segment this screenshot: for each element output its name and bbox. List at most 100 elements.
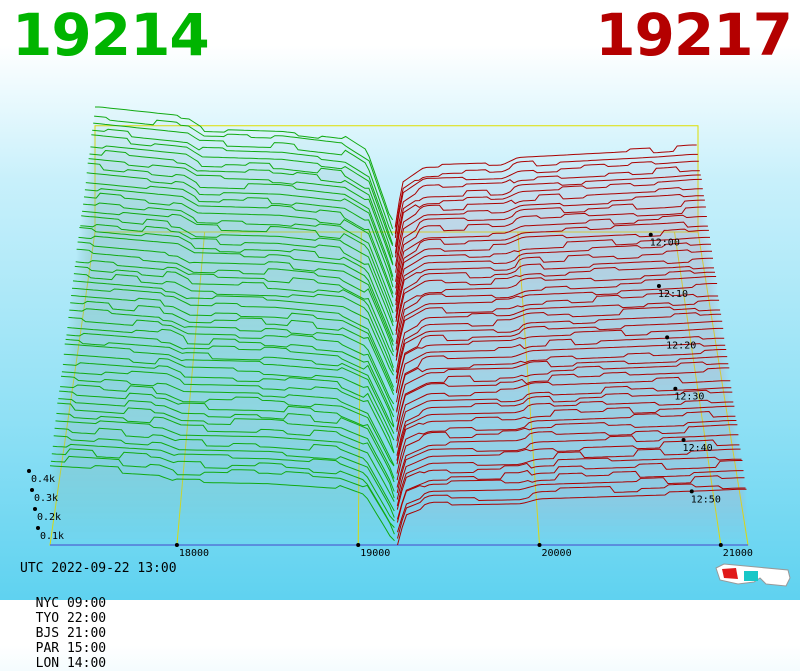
- time-tick-mark: [689, 489, 694, 494]
- bid-depth-line: [77, 241, 394, 346]
- ask-depth-line: [395, 249, 712, 322]
- bid-depth-line: [49, 465, 395, 542]
- x-tick-label: 20000: [542, 548, 572, 559]
- time-tick-label: 12:10: [658, 289, 688, 300]
- world-clocks: NYC 09:00 TYO 22:00 BJS 21:00 PAR 15:00 …: [20, 581, 128, 671]
- ask-depth-line: [395, 320, 723, 392]
- ask-depth-line: [396, 361, 729, 431]
- time-tick-label: 12:00: [650, 238, 680, 249]
- ask-depth-line: [396, 470, 744, 523]
- bid-depth-line: [78, 235, 394, 342]
- ask-depth-line: [396, 399, 734, 461]
- ask-depth-line: [395, 187, 703, 267]
- bid-depth-line: [67, 327, 395, 418]
- ask-depth-line: [395, 292, 719, 361]
- clock-lon: LON 14:00: [35, 656, 107, 671]
- time-tick-mark: [681, 438, 686, 443]
- bid-depth-line: [60, 375, 395, 466]
- time-tick-mark: [656, 284, 661, 289]
- x-tick-label: 18000: [179, 548, 209, 559]
- x-tick-label: 21000: [723, 548, 753, 559]
- 3d-glasses-icon[interactable]: [714, 560, 792, 590]
- ask-depth-line: [395, 312, 722, 383]
- bid-depth-line: [63, 353, 395, 441]
- ask-depth-line: [396, 460, 743, 520]
- bid-depth-line: [95, 106, 394, 221]
- bid-depth-line: [88, 158, 394, 266]
- bid-depth-line: [72, 280, 394, 376]
- ask-depth-line: [394, 153, 698, 235]
- ask-depth-line: [396, 434, 739, 494]
- ask-depth-line: [395, 236, 710, 312]
- z-tick-label: 0.2k: [37, 512, 61, 523]
- ask-depth-line: [395, 306, 721, 379]
- z-tick-label: 0.3k: [34, 493, 58, 504]
- bid-depth-line: [53, 435, 395, 518]
- bid-depth-line: [80, 223, 394, 327]
- bid-depth-line: [94, 115, 394, 230]
- grid-line: [674, 231, 722, 546]
- clock-par: PAR 15:00: [35, 641, 107, 656]
- bid-depth-line: [83, 202, 394, 307]
- ask-depth-line: [396, 349, 727, 413]
- ask-depth-line: [396, 424, 738, 488]
- bid-depth-line: [82, 210, 394, 314]
- time-tick-label: 12:20: [666, 340, 696, 351]
- time-tick-label: 12:30: [674, 392, 704, 403]
- ask-depth-line: [396, 456, 742, 510]
- bid-depth-line: [50, 455, 395, 535]
- bid-depth-line: [54, 427, 395, 512]
- ask-depth-line: [395, 242, 711, 319]
- ask-depth-line: [395, 199, 705, 282]
- x-tick-label: 19000: [360, 548, 390, 559]
- bid-depth-line: [51, 448, 395, 528]
- ask-depth-line: [394, 166, 700, 247]
- z-tick-mark: [36, 526, 40, 530]
- ask-depth-line: [396, 405, 735, 465]
- ask-depth-line: [395, 178, 702, 258]
- ask-depth-line: [396, 336, 725, 403]
- clock-tyo: TYO 22:00: [35, 611, 107, 626]
- utc-time: UTC 2022-09-22 13:00: [20, 561, 177, 576]
- ask-depth-line: [397, 483, 746, 539]
- ask-depth-line: [396, 356, 728, 422]
- bid-price: 19214: [12, 1, 210, 69]
- bid-depth-line: [66, 332, 395, 427]
- bid-depth-line: [85, 182, 394, 288]
- clock-nyc: NYC 09:00: [35, 596, 107, 611]
- ask-depth-line: [394, 160, 699, 238]
- bid-depth-line: [68, 316, 395, 411]
- time-tick-label: 12:40: [683, 443, 713, 454]
- bid-depth-line: [76, 248, 394, 353]
- bid-depth-line: [70, 300, 395, 395]
- ask-depth-line: [394, 174, 701, 254]
- z-tick-mark: [33, 507, 37, 511]
- bid-depth-line: [64, 343, 395, 434]
- bid-depth-line: [73, 273, 394, 372]
- bid-depth-line: [52, 443, 395, 522]
- ask-depth-line: [396, 410, 736, 474]
- z-tick-mark: [27, 469, 31, 473]
- ask-depth-line: [395, 206, 706, 289]
- bid-depth-line: [83, 192, 394, 298]
- ask-depth-line: [396, 420, 737, 481]
- ask-depth-line: [396, 448, 741, 507]
- ask-depth-line: [395, 270, 715, 344]
- ask-depth-line: [396, 327, 724, 394]
- ask-depth-line: [395, 214, 707, 295]
- bid-depth-line: [71, 287, 394, 388]
- bid-depth-line: [84, 188, 394, 294]
- bid-depth-line: [62, 362, 395, 453]
- x-tick-mark: [356, 543, 361, 547]
- x-tick-mark: [537, 543, 542, 547]
- ask-depth-line: [395, 193, 704, 273]
- depth-chart: 18000 19000 20000 21000 0.1k 0.2k 0.3k 0.4k 12:0…: [27, 106, 753, 559]
- bid-depth-line: [60, 384, 395, 467]
- ask-depth-line: [396, 389, 733, 456]
- bid-depth-line: [75, 260, 394, 357]
- time-tick-mark: [673, 386, 678, 391]
- ask-depth-line: [397, 475, 745, 533]
- bid-depth-line: [65, 338, 395, 428]
- bid-depth-line: [71, 295, 395, 392]
- bid-series-layer: [49, 106, 395, 542]
